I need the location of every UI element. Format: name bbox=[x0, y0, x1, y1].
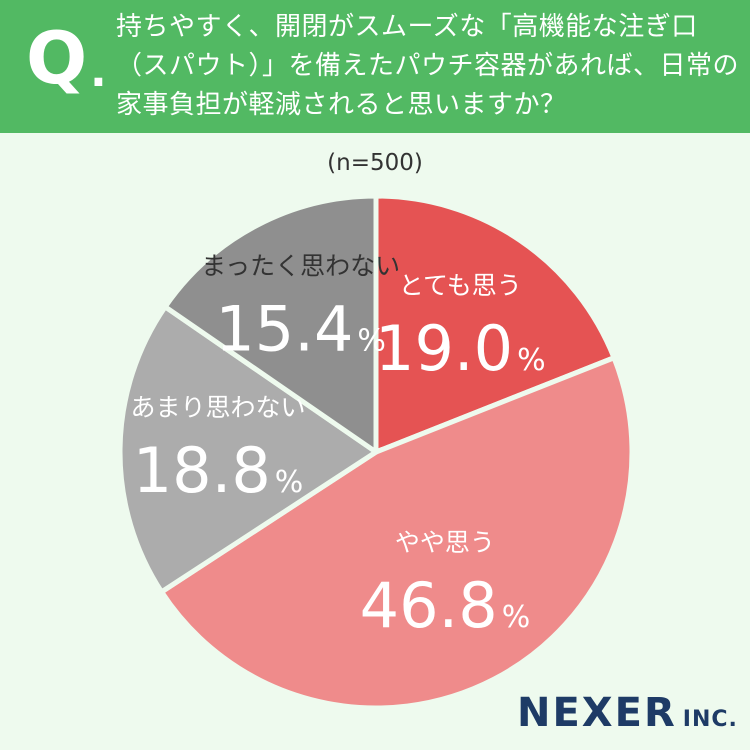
question-line-2: （スパウト）」を備えたパウチ容器があれば、日常の bbox=[116, 51, 740, 81]
pie-slice bbox=[373, 193, 617, 455]
pie-slice bbox=[159, 355, 635, 711]
question-text: 持ちやすく、開閉がスムーズな「高機能な注ぎ口 （スパウト）」を備えたパウチ容器が… bbox=[116, 8, 740, 125]
question-mark-dot: . bbox=[90, 46, 107, 97]
slice-label: とても思う bbox=[399, 271, 522, 300]
question-header: Q . 持ちやすく、開閉がスムーズな「高機能な注ぎ口 （スパウト）」を備えたパウ… bbox=[0, 0, 750, 133]
question-line-1: 持ちやすく、開閉がスムーズな「高機能な注ぎ口 bbox=[116, 12, 698, 42]
slice-value: 15.4% bbox=[215, 293, 386, 366]
logo-sub: INC. bbox=[682, 707, 738, 732]
pie-slice bbox=[117, 304, 379, 595]
slice-label: やや思う bbox=[395, 528, 495, 557]
logo-main: NEXER bbox=[517, 690, 677, 736]
slice-label: まったく思わない bbox=[201, 252, 400, 281]
question-line-3: 家事負担が軽減されると思いますか？ bbox=[116, 90, 567, 120]
slice-label: あまり思わない bbox=[131, 393, 306, 422]
slice-value: 18.8% bbox=[133, 434, 304, 507]
sample-size: (n=500) bbox=[327, 150, 423, 176]
slice-value: 46.8% bbox=[360, 569, 531, 642]
nexer-logo: NEXER INC. bbox=[517, 690, 738, 736]
pie-slice bbox=[162, 193, 379, 455]
question-mark: Q bbox=[26, 16, 88, 100]
slice-value: 19.0% bbox=[375, 312, 546, 385]
